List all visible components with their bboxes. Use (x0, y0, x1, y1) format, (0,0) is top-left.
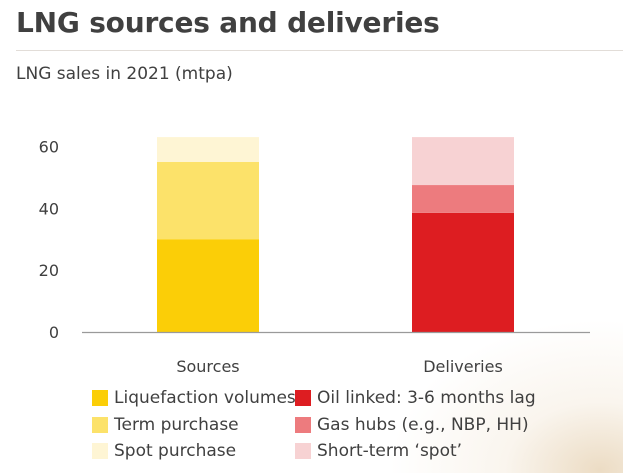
legend-item-spot-purchase: Spot purchase (92, 439, 236, 463)
legend-label: Term purchase (114, 415, 239, 435)
legend-item-oil-linked: Oil linked: 3-6 months lag (295, 386, 536, 410)
legend-label: Short-term ‘spot’ (317, 441, 463, 461)
legend-swatch (295, 417, 311, 433)
x-tick-label: Deliveries (423, 357, 503, 376)
legend-swatch (92, 390, 108, 406)
legend-swatch (295, 390, 311, 406)
legend-label: Oil linked: 3-6 months lag (317, 388, 536, 408)
y-tick-label: 0 (49, 323, 59, 342)
legend-item-gas-hubs: Gas hubs (e.g., NBP, HH) (295, 413, 529, 437)
legend-label: Spot purchase (114, 441, 237, 461)
legend-item-term-purchase: Term purchase (92, 413, 239, 437)
x-tick-label: Sources (176, 357, 239, 376)
chart-title: LNG sources and deliveries (16, 6, 440, 39)
bar-segment-oil-linked-3-6-months-lag (412, 212, 514, 332)
bar-segment-term-purchase (157, 161, 259, 240)
bar-segment-liquefaction-volumes (157, 239, 259, 332)
bar-segment-gas-hubs-e-g-nbp-hh (412, 185, 514, 213)
legend-swatch (92, 443, 108, 459)
stacked-bar-chart: 0 20 40 60 Sources Deliveries (39, 137, 590, 376)
x-axis-labels: Sources Deliveries (176, 357, 502, 376)
legend-swatch (295, 443, 311, 459)
title-divider (16, 50, 623, 51)
chart-subtitle: LNG sales in 2021 (mtpa) (16, 64, 233, 84)
y-tick-label: 40 (39, 199, 59, 218)
bar-segment-spot-purchase (157, 137, 259, 162)
y-tick-label: 20 (39, 261, 59, 280)
y-tick-label: 60 (39, 137, 59, 156)
legend-label: Liquefaction volumes (114, 388, 296, 408)
legend-label: Gas hubs (e.g., NBP, HH) (317, 415, 529, 435)
legend-swatch (92, 417, 108, 433)
y-axis-ticks: 0 20 40 60 (39, 137, 59, 342)
bars (157, 137, 514, 332)
legend-item-liquefaction-volumes: Liquefaction volumes (92, 386, 296, 410)
legend-item-short-term-spot: Short-term ‘spot’ (295, 439, 462, 463)
bar-segment-short-term-spot (412, 137, 514, 186)
